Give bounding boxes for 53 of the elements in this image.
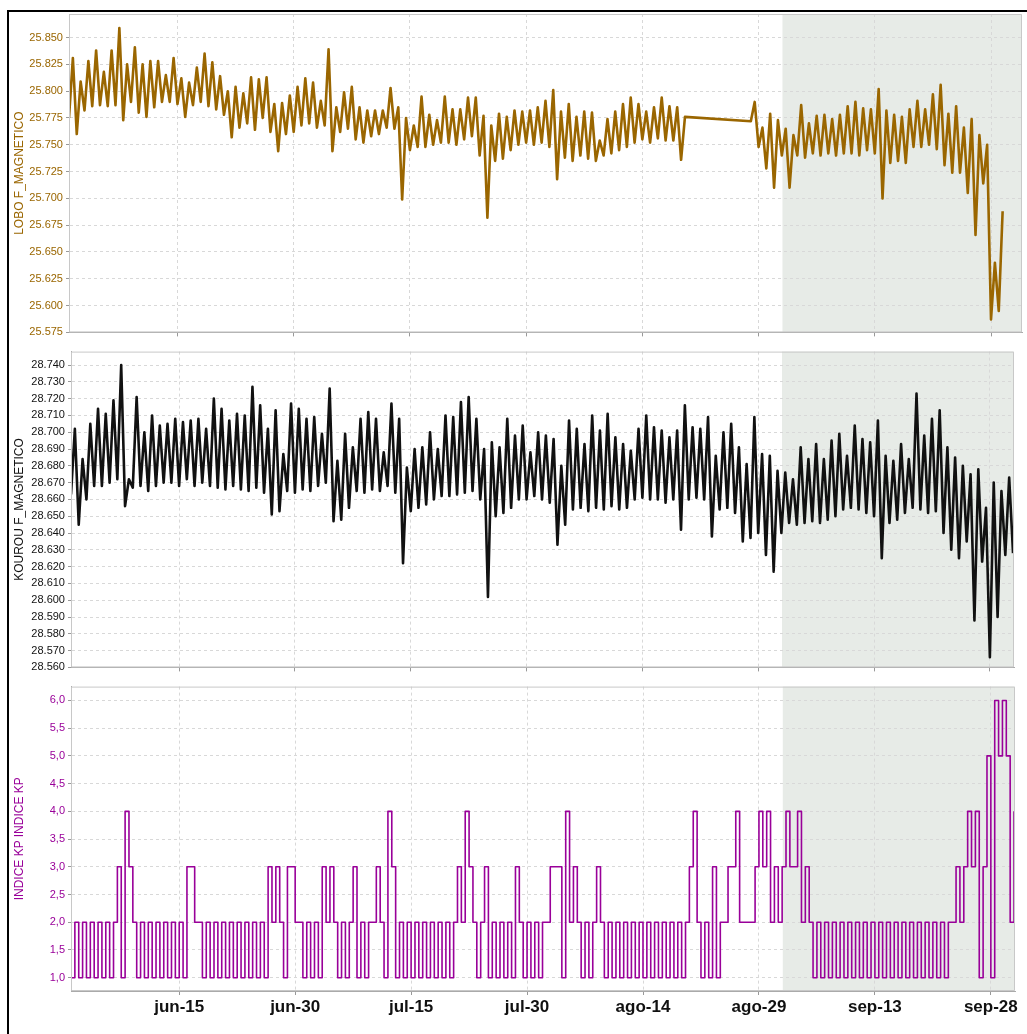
y-tick-label: 28.660 xyxy=(31,492,65,505)
y-tick-label: 2,0 xyxy=(49,915,65,928)
y-tick-label: 25.675 xyxy=(29,218,63,231)
y-tick-label: 4,0 xyxy=(49,804,65,817)
y-tick-label: 1,0 xyxy=(49,970,65,983)
y-tick-label: 5,0 xyxy=(49,748,65,761)
y-tick-label: 25.800 xyxy=(29,84,63,97)
x-tick-label: jun-15 xyxy=(153,996,205,1016)
y-tick-label: 28.610 xyxy=(31,576,65,589)
y-tick-label: 28.710 xyxy=(31,408,65,421)
y-tick-label: 4,5 xyxy=(49,776,65,789)
x-tick-label: jun-30 xyxy=(269,996,321,1016)
y-tick-label: 3,0 xyxy=(49,859,65,872)
y-tick-label: 28.720 xyxy=(31,391,65,404)
y-tick-label: 25.825 xyxy=(29,57,63,70)
y-tick-label: 6,0 xyxy=(49,693,65,706)
y-tick-label: 25.600 xyxy=(29,298,63,311)
y-tick-label: 28.590 xyxy=(31,610,65,623)
y-tick-label: 28.680 xyxy=(31,458,65,471)
y-tick-label: 28.700 xyxy=(31,425,65,438)
y-tick-label: 1,5 xyxy=(49,943,65,955)
x-tick-label: sep-28 xyxy=(963,996,1018,1016)
y-tick-label: 28.580 xyxy=(31,626,65,639)
y-tick-label: 5,5 xyxy=(49,721,65,734)
y-tick-label: 28.570 xyxy=(31,643,65,656)
x-tick-label: ago-14 xyxy=(615,996,671,1016)
y-tick-label: 25.750 xyxy=(29,137,63,150)
y-tick-label: 3,5 xyxy=(49,832,65,845)
y-tick-label: 28.740 xyxy=(31,358,65,371)
y-tick-label: 25.575 xyxy=(29,325,63,338)
y-tick-label: 28.650 xyxy=(31,509,65,522)
y-tick-label: 28.690 xyxy=(31,442,65,455)
y-axis-title: INDICE KP INDICE KP xyxy=(11,777,26,901)
y-axis-title: LOBO F_MAGNETICO xyxy=(11,111,26,235)
x-tick-label: jul-15 xyxy=(387,996,434,1016)
y-tick-label: 25.625 xyxy=(29,271,63,284)
y-tick-label: 28.600 xyxy=(31,593,65,606)
x-tick-label: sep-13 xyxy=(847,996,902,1016)
y-tick-label: 2,5 xyxy=(49,887,65,900)
y-tick-label: 25.850 xyxy=(29,30,63,43)
y-tick-label: 25.700 xyxy=(29,191,63,204)
y-tick-label: 28.730 xyxy=(31,374,65,387)
y-tick-label: 25.725 xyxy=(29,164,63,177)
y-tick-label: 28.620 xyxy=(31,559,65,572)
y-tick-label: 25.775 xyxy=(29,111,63,124)
x-tick-label: jul-30 xyxy=(503,996,550,1016)
y-axis-title: KOUROU F_MAGNETICO xyxy=(11,438,26,581)
y-tick-label: 28.630 xyxy=(31,542,65,555)
y-tick-label: 25.650 xyxy=(29,245,63,258)
y-tick-label: 28.640 xyxy=(31,526,65,539)
x-tick-label: ago-29 xyxy=(731,996,787,1016)
y-tick-label: 28.670 xyxy=(31,475,65,488)
y-tick-label: 28.560 xyxy=(31,660,65,673)
